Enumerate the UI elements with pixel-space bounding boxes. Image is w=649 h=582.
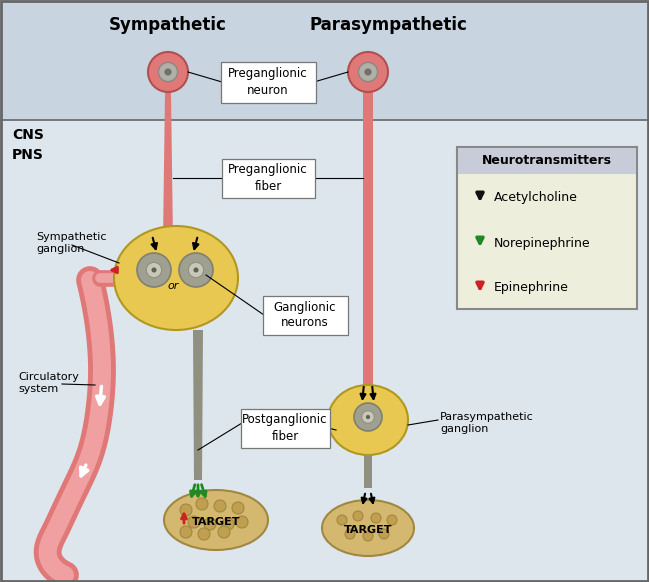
- Ellipse shape: [322, 500, 414, 556]
- Text: Parasympathetic
ganglion: Parasympathetic ganglion: [440, 412, 533, 434]
- Text: Acetylcholine: Acetylcholine: [494, 191, 578, 204]
- Text: Circulatory
system: Circulatory system: [18, 372, 79, 395]
- Ellipse shape: [164, 490, 268, 550]
- Circle shape: [364, 69, 372, 76]
- Text: TARGET: TARGET: [344, 525, 392, 535]
- Circle shape: [236, 516, 248, 528]
- Text: Epinephrine: Epinephrine: [494, 282, 569, 294]
- Text: Parasympathetic: Parasympathetic: [309, 16, 467, 34]
- Circle shape: [151, 268, 156, 272]
- Text: or: or: [167, 281, 178, 291]
- Text: Preganglionic
fiber: Preganglionic fiber: [228, 164, 308, 193]
- Text: Norepinephrine: Norepinephrine: [494, 236, 591, 250]
- Text: Sympathetic
ganglion: Sympathetic ganglion: [36, 232, 106, 254]
- Polygon shape: [363, 92, 373, 390]
- FancyBboxPatch shape: [221, 158, 315, 197]
- Circle shape: [345, 529, 355, 539]
- Circle shape: [188, 262, 204, 278]
- Text: CNS: CNS: [12, 128, 44, 142]
- FancyBboxPatch shape: [457, 147, 637, 309]
- Circle shape: [137, 253, 171, 287]
- Text: PNS: PNS: [12, 148, 44, 162]
- Text: Postganglionic
fiber: Postganglionic fiber: [242, 413, 328, 442]
- Circle shape: [222, 518, 234, 530]
- FancyBboxPatch shape: [241, 409, 330, 448]
- Circle shape: [179, 253, 213, 287]
- Circle shape: [353, 511, 363, 521]
- Bar: [458, 148, 636, 174]
- Text: Preganglionic
neuron: Preganglionic neuron: [228, 68, 308, 97]
- Circle shape: [188, 516, 200, 528]
- Circle shape: [164, 69, 171, 76]
- Circle shape: [363, 531, 373, 541]
- FancyBboxPatch shape: [262, 296, 347, 335]
- Circle shape: [371, 513, 381, 523]
- Ellipse shape: [328, 385, 408, 455]
- Ellipse shape: [114, 226, 238, 330]
- Text: Ganglionic
neurons: Ganglionic neurons: [274, 300, 336, 329]
- Text: TARGET: TARGET: [191, 517, 240, 527]
- Polygon shape: [163, 92, 173, 240]
- Circle shape: [204, 518, 216, 530]
- Text: Sympathetic: Sympathetic: [109, 16, 227, 34]
- Circle shape: [198, 528, 210, 540]
- Circle shape: [180, 504, 192, 516]
- Polygon shape: [193, 330, 203, 480]
- Circle shape: [366, 415, 370, 419]
- Bar: [1, 1, 648, 120]
- Circle shape: [196, 498, 208, 510]
- Bar: [1, 120, 648, 581]
- Circle shape: [354, 403, 382, 431]
- Circle shape: [337, 515, 347, 525]
- Circle shape: [358, 62, 378, 81]
- Circle shape: [232, 502, 244, 514]
- Circle shape: [193, 268, 199, 272]
- Circle shape: [348, 52, 388, 92]
- Circle shape: [361, 411, 374, 423]
- Circle shape: [148, 52, 188, 92]
- Circle shape: [387, 515, 397, 525]
- Polygon shape: [364, 455, 372, 488]
- Circle shape: [158, 62, 178, 81]
- Circle shape: [147, 262, 162, 278]
- FancyBboxPatch shape: [221, 62, 315, 102]
- Circle shape: [379, 529, 389, 539]
- Circle shape: [218, 526, 230, 538]
- Circle shape: [214, 500, 226, 512]
- Circle shape: [180, 526, 192, 538]
- Text: Neurotransmitters: Neurotransmitters: [482, 154, 612, 168]
